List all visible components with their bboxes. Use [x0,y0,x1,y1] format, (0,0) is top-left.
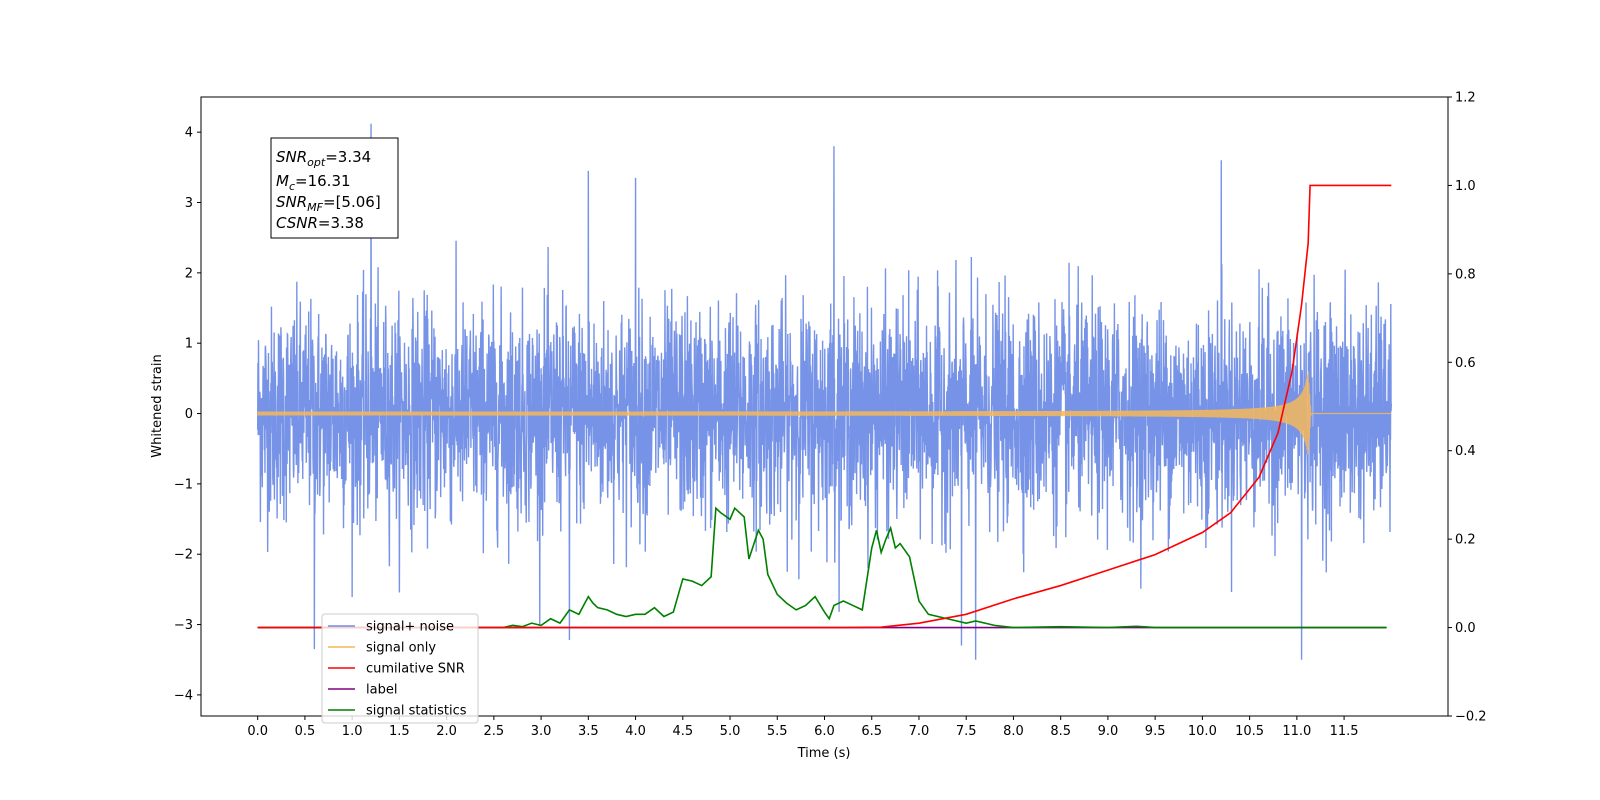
y-axis-right: −0.2 0.0 0.2 0.4 0.6 0.8 1.0 1.2 [1448,91,1487,725]
x-tick-label: 8.0 [1003,724,1024,739]
x-tick-label: 5.0 [720,724,741,739]
legend-entry-label: signal statistics [366,704,467,719]
legend-entry-label: cumilative SNR [366,662,465,677]
x-tick-label: 3.5 [578,724,599,739]
x-tick-label: 0.0 [247,724,268,739]
series-signal-statistics [257,506,1387,629]
legend-entry-label: label [366,683,397,698]
x-tick-label: 2.0 [436,724,457,739]
x-tick-label: 9.0 [1098,724,1119,739]
annotation-line: Mc=16.31 [276,172,351,193]
x-tick-label: 4.5 [672,724,693,739]
legend-entry-label: signal+ noise [366,620,454,635]
y-axis-left: −4 −3 −2 −1 0 1 2 3 4 [174,126,201,703]
annotation-frame [270,137,399,239]
y-tick-label: −4 [174,688,193,703]
y-right-tick-label: 0.6 [1455,356,1476,371]
x-axis: 0.0 0.5 1.0 1.5 2.0 2.5 3.0 3.5 4.0 4.5 5.0 5.5 6.0 6… [247,716,1359,739]
x-axis-label: Time (s) [797,746,851,761]
x-tick-label: 11.5 [1330,724,1359,739]
series-signal-plus-noise [256,123,1393,660]
y-tick-label: 2 [185,266,193,281]
y-right-tick-label: 0.4 [1455,444,1476,459]
series-cumulative-snr [257,184,1392,629]
x-tick-label: 3.0 [531,724,552,739]
y-tick-label: −1 [174,477,193,492]
y-tick-label: 1 [185,337,193,352]
y-tick-label: 3 [185,196,193,211]
y-tick-label: 4 [185,126,193,141]
x-tick-label: 11.0 [1282,724,1311,739]
x-tick-label: 1.0 [342,724,363,739]
x-tick-label: 7.5 [956,724,977,739]
plot-series-layer [256,123,1393,660]
x-tick-label: 0.5 [295,724,316,739]
y-right-tick-label: 0.2 [1455,533,1476,548]
y-right-tick-label: 1.0 [1455,179,1476,194]
x-tick-label: 2.5 [484,724,505,739]
annotation-line: SNRopt=3.34 [276,148,371,169]
y-right-tick-label: 0.0 [1455,621,1476,636]
y-right-tick-label: 0.8 [1455,267,1476,282]
series-signal-only [257,371,1392,455]
y-right-tick-label: 1.2 [1455,91,1476,106]
x-tick-label: 7.0 [909,724,930,739]
y-tick-label: −3 [174,618,193,633]
y-tick-label: −2 [174,548,193,563]
y-axis-label: Whitened strain [150,354,165,457]
annotation-line: CSNR=3.38 [276,214,364,232]
annotation-line: SNRMF=[5.06] [276,193,381,214]
x-tick-label: 6.5 [861,724,882,739]
legend: signal+ noise signal only cumilative SNR la… [321,613,479,724]
y-tick-label: 0 [185,407,193,422]
x-tick-label: 5.5 [767,724,788,739]
x-tick-label: 1.5 [389,724,410,739]
legend-entry-label: signal only [366,641,436,656]
x-tick-label: 10.0 [1188,724,1217,739]
x-tick-label: 8.5 [1050,724,1071,739]
x-tick-label: 9.5 [1145,724,1166,739]
legend-frame [321,613,479,724]
y-right-tick-label: −0.2 [1455,710,1487,725]
x-tick-label: 6.0 [814,724,835,739]
x-tick-label: 4.0 [625,724,646,739]
x-tick-label: 10.5 [1235,724,1264,739]
